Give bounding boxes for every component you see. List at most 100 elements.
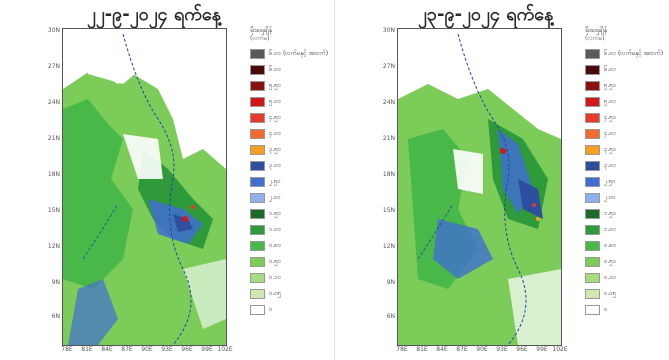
x-tick: 96E	[181, 346, 193, 353]
x-tick: 102E	[217, 346, 233, 353]
legend-item: ၆.၀၀	[585, 63, 669, 79]
y-tick: 12N	[47, 243, 60, 250]
x-tick: 93E	[496, 346, 508, 353]
legend-item: ၁.၅၀	[250, 207, 334, 223]
y-tick: 6N	[386, 313, 395, 320]
legend-swatch	[250, 225, 265, 235]
legend-label: ၃.၅၀	[269, 146, 282, 153]
legend-label: ၆.၀၀	[604, 66, 617, 73]
legend-label: ၃.၅၀	[604, 146, 617, 153]
y-tick: 21N	[382, 135, 395, 142]
legend-swatch	[585, 257, 600, 267]
legend-item: ၃.၅၀	[585, 143, 669, 159]
legend-label: ၀.၈၀	[269, 242, 282, 249]
legend-item: ၅.၀၀	[585, 95, 669, 111]
legend-label: ၅.၀၀	[269, 98, 282, 105]
legend-item: ၆.၀၀ (လက်မနှင့် အထက်)	[585, 47, 669, 63]
legend-swatch	[250, 305, 265, 315]
x-tick: 84E	[436, 346, 448, 353]
legend-label: ၄.၀၀	[604, 130, 617, 137]
legend-label: ၁.၀၀	[604, 226, 617, 233]
legend-item: ၀.၈၀	[585, 239, 669, 255]
legend-label: ၂.၅၀	[604, 178, 616, 185]
legend-item: ၅.၀၀	[250, 95, 334, 111]
legend-swatch	[585, 97, 600, 107]
legend-item: ၄.၅၀	[250, 111, 334, 127]
x-tick: 81E	[416, 346, 428, 353]
y-tick: 24N	[382, 99, 395, 106]
legend-swatch	[585, 225, 600, 235]
legend-title: မိုးရေချိန်	[250, 26, 273, 34]
y-tick: 27N	[47, 63, 60, 70]
legend-swatch	[250, 65, 265, 75]
legend-unit: (လက်မ)	[250, 35, 270, 42]
legend-swatch	[250, 289, 265, 299]
y-tick: 21N	[47, 135, 60, 142]
rainfall-panel-day-1: ၂၂-၉-၂၀၂၄ ရက်နေ့ 30N 27N 24N 21N 18N 1	[0, 0, 334, 360]
y-tick: 12N	[382, 243, 395, 250]
y-tick: 30N	[47, 27, 60, 34]
panel-title: ၂၂-၉-၂၀၂၄ ရက်နေ့	[87, 4, 221, 25]
legend-swatch	[585, 209, 600, 219]
legend-item: ၄.၀၀	[250, 127, 334, 143]
legend-item: ၁.၅၀	[585, 207, 669, 223]
legend-swatch	[250, 97, 265, 107]
legend-item: ၂.၀၀	[250, 191, 334, 207]
x-tick: 96E	[516, 346, 528, 353]
legend-item: ၂.၅၀	[585, 175, 669, 191]
legend-label: ၀.၁၀	[269, 274, 282, 281]
legend-item: ၄.၀၀	[585, 127, 669, 143]
legend-item: ၂.၀၀	[585, 191, 669, 207]
legend-unit: (လက်မ)	[585, 35, 605, 42]
legend-swatch	[585, 49, 600, 59]
legend-label: ၁.၅၀	[269, 210, 282, 217]
legend-swatch	[585, 129, 600, 139]
legend-swatch	[585, 161, 600, 171]
legend-label: ၀.၀၅	[604, 290, 617, 297]
legend-label: ၀.၁၀	[604, 274, 617, 281]
legend-swatch	[250, 49, 265, 59]
legend-swatch	[250, 257, 265, 267]
legend-label: ၆.၀၀	[269, 66, 282, 73]
legend-swatch	[585, 177, 600, 187]
legend-label: ၆.၀၀ (လက်မနှင့် အထက်)	[604, 50, 664, 57]
legend-item: ၃.၅၀	[250, 143, 334, 159]
legend-label: ၆.၀၀ (လက်မနှင့် အထက်)	[269, 50, 329, 57]
legend-item: ၁.၀၀	[585, 223, 669, 239]
legend-item: ၂.၅၀	[250, 175, 334, 191]
x-tick: 99E	[536, 346, 548, 353]
legend-swatch	[585, 241, 600, 251]
legend-item: ၃.၀၀	[250, 159, 334, 175]
panel-divider	[334, 0, 335, 360]
legend-label: ၃.၀၀	[604, 162, 617, 169]
legend-label: ၀	[604, 306, 608, 313]
legend-label: ၄.၅၀	[269, 114, 282, 121]
legend-item: ၀.၀၅	[585, 287, 669, 303]
rainfall-map	[62, 28, 227, 346]
legend-label: ၅.၅၀	[604, 82, 617, 89]
legend-label: ၀	[269, 306, 273, 313]
legend-swatch	[250, 177, 265, 187]
legend-label: ၁.၅၀	[604, 210, 617, 217]
legend-label: ၅.၅၀	[269, 82, 282, 89]
rainfall-legend: မိုးရေချိန် (လက်မ) ၆.၀၀ (လက်မနှင့် အထက်)…	[585, 26, 669, 319]
rainfall-map-graphic	[398, 29, 561, 345]
x-tick: 93E	[161, 346, 173, 353]
legend-item: ၄.၅၀	[585, 111, 669, 127]
legend-label: ၀.၀၅	[269, 290, 282, 297]
legend-swatch	[250, 113, 265, 123]
y-tick: 9N	[386, 279, 395, 286]
legend-item: ၅.၅၀	[250, 79, 334, 95]
y-tick: 15N	[382, 207, 395, 214]
legend-swatch	[585, 145, 600, 155]
legend-item: ၀	[250, 303, 334, 319]
legend-swatch	[585, 289, 600, 299]
legend-item: ၁.၀၀	[250, 223, 334, 239]
legend-label: ၀.၅၀	[604, 258, 617, 265]
y-tick: 6N	[51, 313, 60, 320]
legend-swatch	[250, 145, 265, 155]
y-tick: 9N	[51, 279, 60, 286]
legend-swatch	[250, 241, 265, 251]
legend-swatch	[585, 65, 600, 75]
y-tick: 18N	[47, 171, 60, 178]
